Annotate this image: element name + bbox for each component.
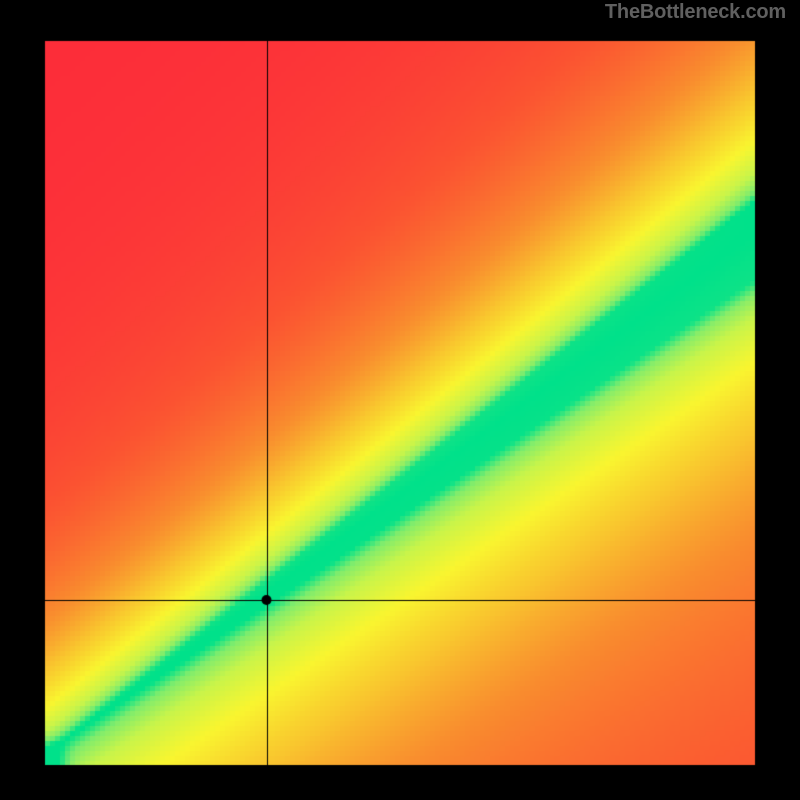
bottleneck-heatmap bbox=[0, 0, 800, 800]
watermark-text: TheBottleneck.com bbox=[605, 1, 786, 24]
chart-container: TheBottleneck.com bbox=[0, 0, 800, 800]
